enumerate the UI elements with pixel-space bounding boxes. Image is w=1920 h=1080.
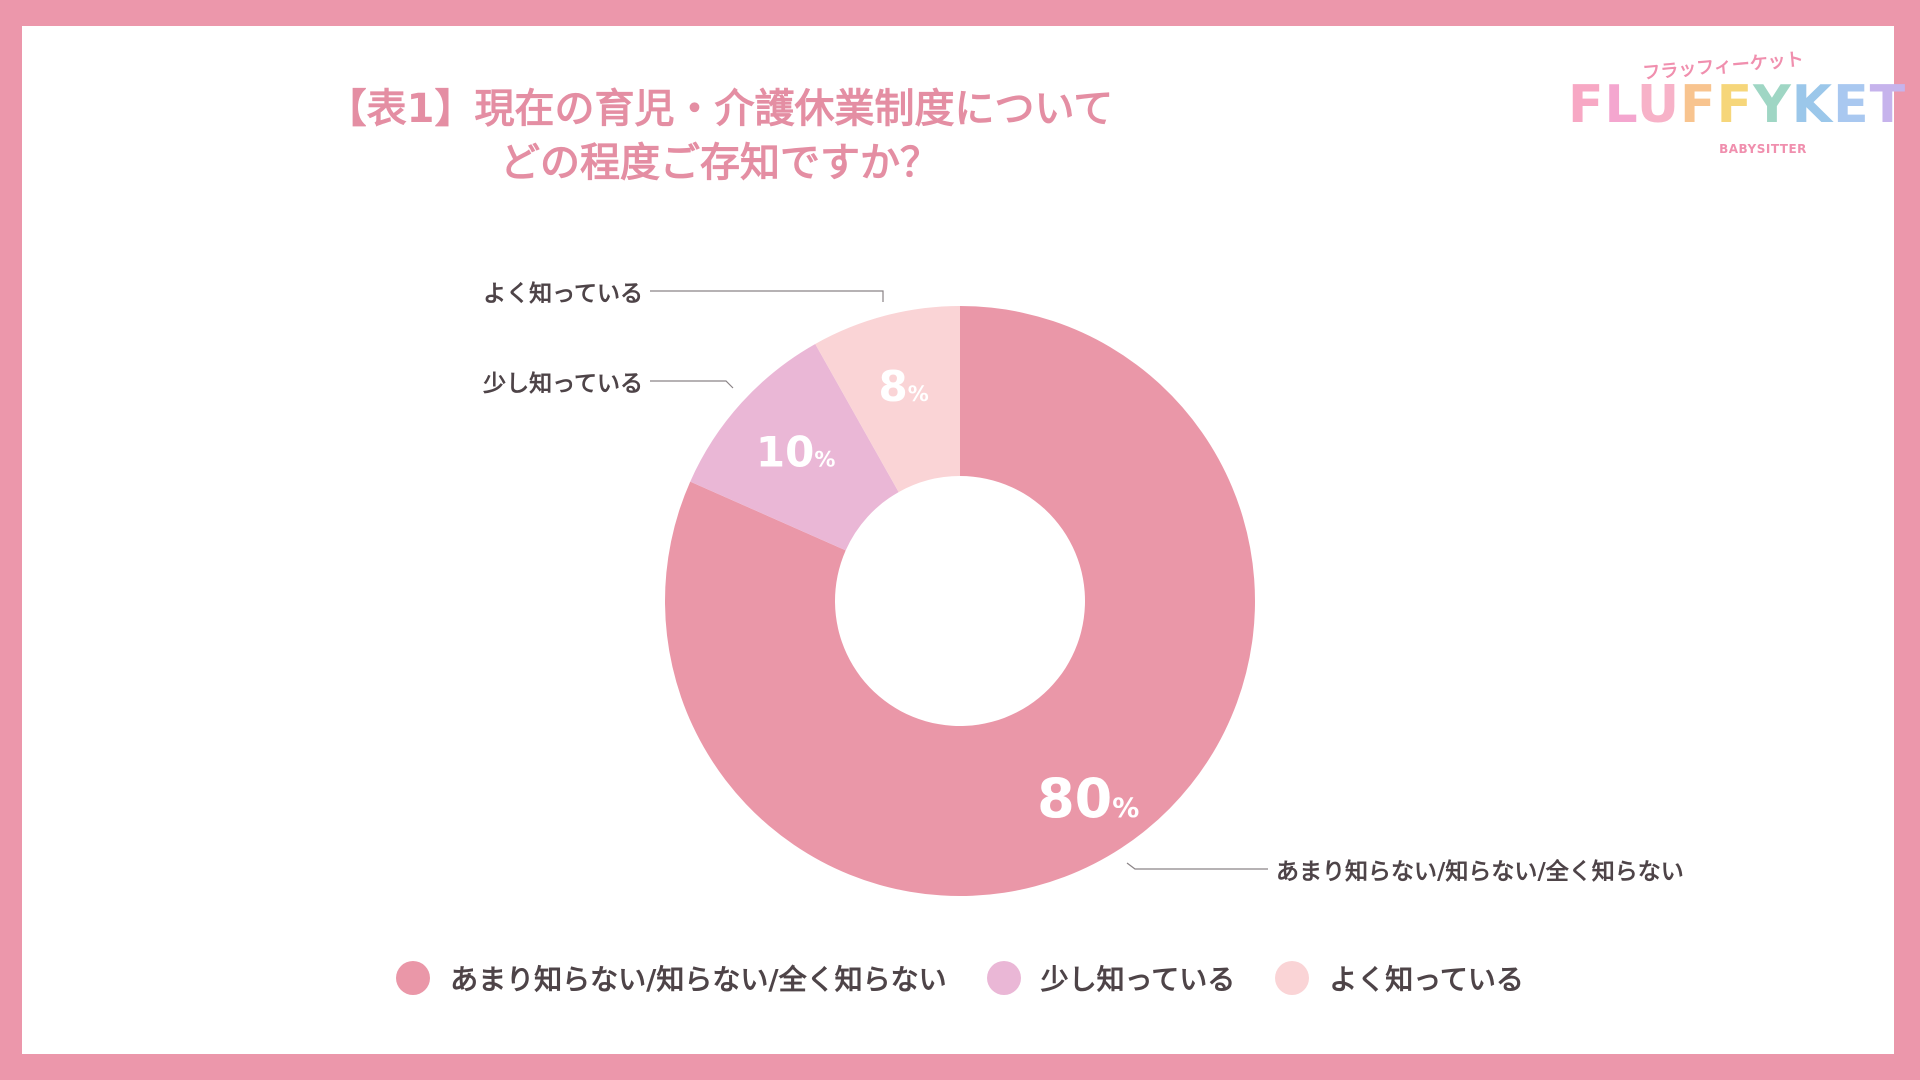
callout-label: 少し知っている <box>482 370 643 397</box>
slice-value-label: 8% <box>879 362 929 411</box>
chart-title-line1: 【表1】現在の育児・介護休業制度について <box>326 86 1114 132</box>
slice-value-label: 10% <box>756 427 836 476</box>
logo-letter: K <box>1791 75 1834 135</box>
logo-letter: F <box>1680 75 1717 135</box>
chart-title-line2: どの程度ご存知ですか？ <box>500 140 940 186</box>
chart-title: 【表1】現在の育児・介護休業制度について どの程度ご存知ですか？ <box>0 82 1440 190</box>
logo-wordmark: FLUFFYKET <box>1568 74 1905 136</box>
value-labels: 80% 10% 8% <box>756 362 1139 830</box>
callout-line <box>650 290 884 302</box>
callout-label: よく知っている <box>483 280 643 307</box>
legend-swatch <box>986 961 1021 995</box>
logo-letter: U <box>1636 75 1681 135</box>
donut-slice <box>665 306 1255 897</box>
legend-item: よく知っている <box>1275 958 1524 998</box>
callout-line <box>1126 862 1268 870</box>
donut-slices <box>665 306 1255 897</box>
legend-label: 少し知っている <box>1040 963 1236 996</box>
legend-item: あまり知らない/知らない/全く知らない <box>396 958 947 998</box>
logo-subtitle: BABYSITTER <box>1719 142 1807 156</box>
logo-letter: F <box>1568 75 1605 135</box>
legend-swatch <box>1275 961 1310 995</box>
callout-line <box>650 380 734 389</box>
logo-letter: Y <box>1753 75 1792 135</box>
fluffyket-logo: フラッフィーケット FLUFFYKET BABYSITTER <box>1568 49 1905 162</box>
logo-letter: L <box>1604 75 1637 135</box>
donut-slice <box>815 306 960 493</box>
legend-item: 少し知っている <box>986 958 1236 998</box>
logo-letter: T <box>1869 75 1907 135</box>
chart-legend: あまり知らない/知らない/全く知らない 少し知っている よく知っている <box>0 958 1920 998</box>
logo-letter: E <box>1833 75 1870 135</box>
donut-slice <box>690 343 899 551</box>
legend-swatch <box>396 961 431 995</box>
legend-label: よく知っている <box>1329 963 1524 996</box>
callout-label: あまり知らない/知らない/全く知らない <box>1276 858 1684 885</box>
slice-value-label: 80% <box>1037 767 1139 830</box>
logo-letter: F <box>1716 75 1754 135</box>
legend-label: あまり知らない/知らない/全く知らない <box>450 963 947 996</box>
